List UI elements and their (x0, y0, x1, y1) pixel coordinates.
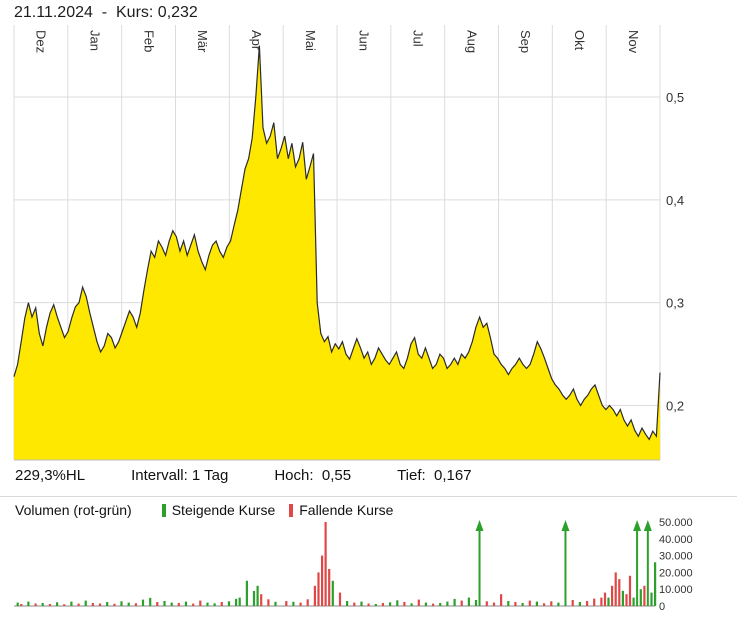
svg-text:Okt: Okt (572, 30, 587, 51)
stat-high: Hoch: 0,55 (274, 467, 352, 484)
volume-legend: Volumen (rot-grün) Steigende Kurse Falle… (15, 502, 393, 518)
svg-text:Sep: Sep (518, 30, 533, 53)
svg-text:Jan: Jan (87, 30, 102, 51)
svg-text:0,4: 0,4 (666, 193, 684, 208)
stat-range-hl: 229,3%HL (15, 467, 86, 484)
svg-text:Mär: Mär (195, 30, 210, 53)
svg-text:0,5: 0,5 (666, 90, 684, 105)
legend-falling: Fallende Kurse (289, 502, 393, 518)
svg-text:Aug: Aug (464, 30, 479, 53)
svg-text:0: 0 (659, 601, 665, 613)
svg-text:Jul: Jul (410, 30, 425, 47)
legend-rising: Steigende Kurse (161, 502, 276, 518)
svg-text:20.000: 20.000 (659, 567, 693, 579)
stat-low: Tief: 0,167 (397, 467, 472, 484)
rising-volume-icon (161, 503, 166, 517)
svg-text:40.000: 40.000 (659, 534, 693, 546)
svg-text:Nov: Nov (626, 30, 641, 54)
volume-title: Volumen (rot-grün) (15, 502, 132, 518)
page-title: 21.11.2024 - Kurs: 0,232 (14, 4, 198, 21)
section-divider (0, 496, 737, 497)
svg-text:0,3: 0,3 (666, 296, 684, 311)
svg-text:Feb: Feb (141, 30, 156, 52)
svg-text:30.000: 30.000 (659, 551, 693, 563)
svg-text:Apr: Apr (249, 30, 264, 51)
svg-text:0,2: 0,2 (666, 398, 684, 413)
svg-text:50.000: 50.000 (659, 518, 693, 529)
price-chart: 0,5 0,4 0,3 0,2 Dez Jan Feb Mär Apr Mai Jun Jul Aug S… (13, 25, 684, 461)
svg-text:Mai: Mai (303, 30, 318, 51)
svg-text:Jun: Jun (357, 30, 372, 51)
legend-falling-label: Fallende Kurse (299, 502, 394, 518)
svg-text:10.000: 10.000 (659, 584, 693, 596)
legend-rising-label: Steigende Kurse (171, 502, 276, 518)
stats-bar: 229,3%HL Intervall: 1 Tag Hoch: 0,55 Tie… (15, 467, 472, 484)
volume-chart: 50.000 40.000 30.000 20.000 10.000 0 (14, 518, 693, 613)
svg-text:Dez: Dez (34, 30, 49, 53)
falling-volume-icon (289, 503, 294, 517)
stat-interval: Intervall: 1 Tag (131, 467, 229, 484)
